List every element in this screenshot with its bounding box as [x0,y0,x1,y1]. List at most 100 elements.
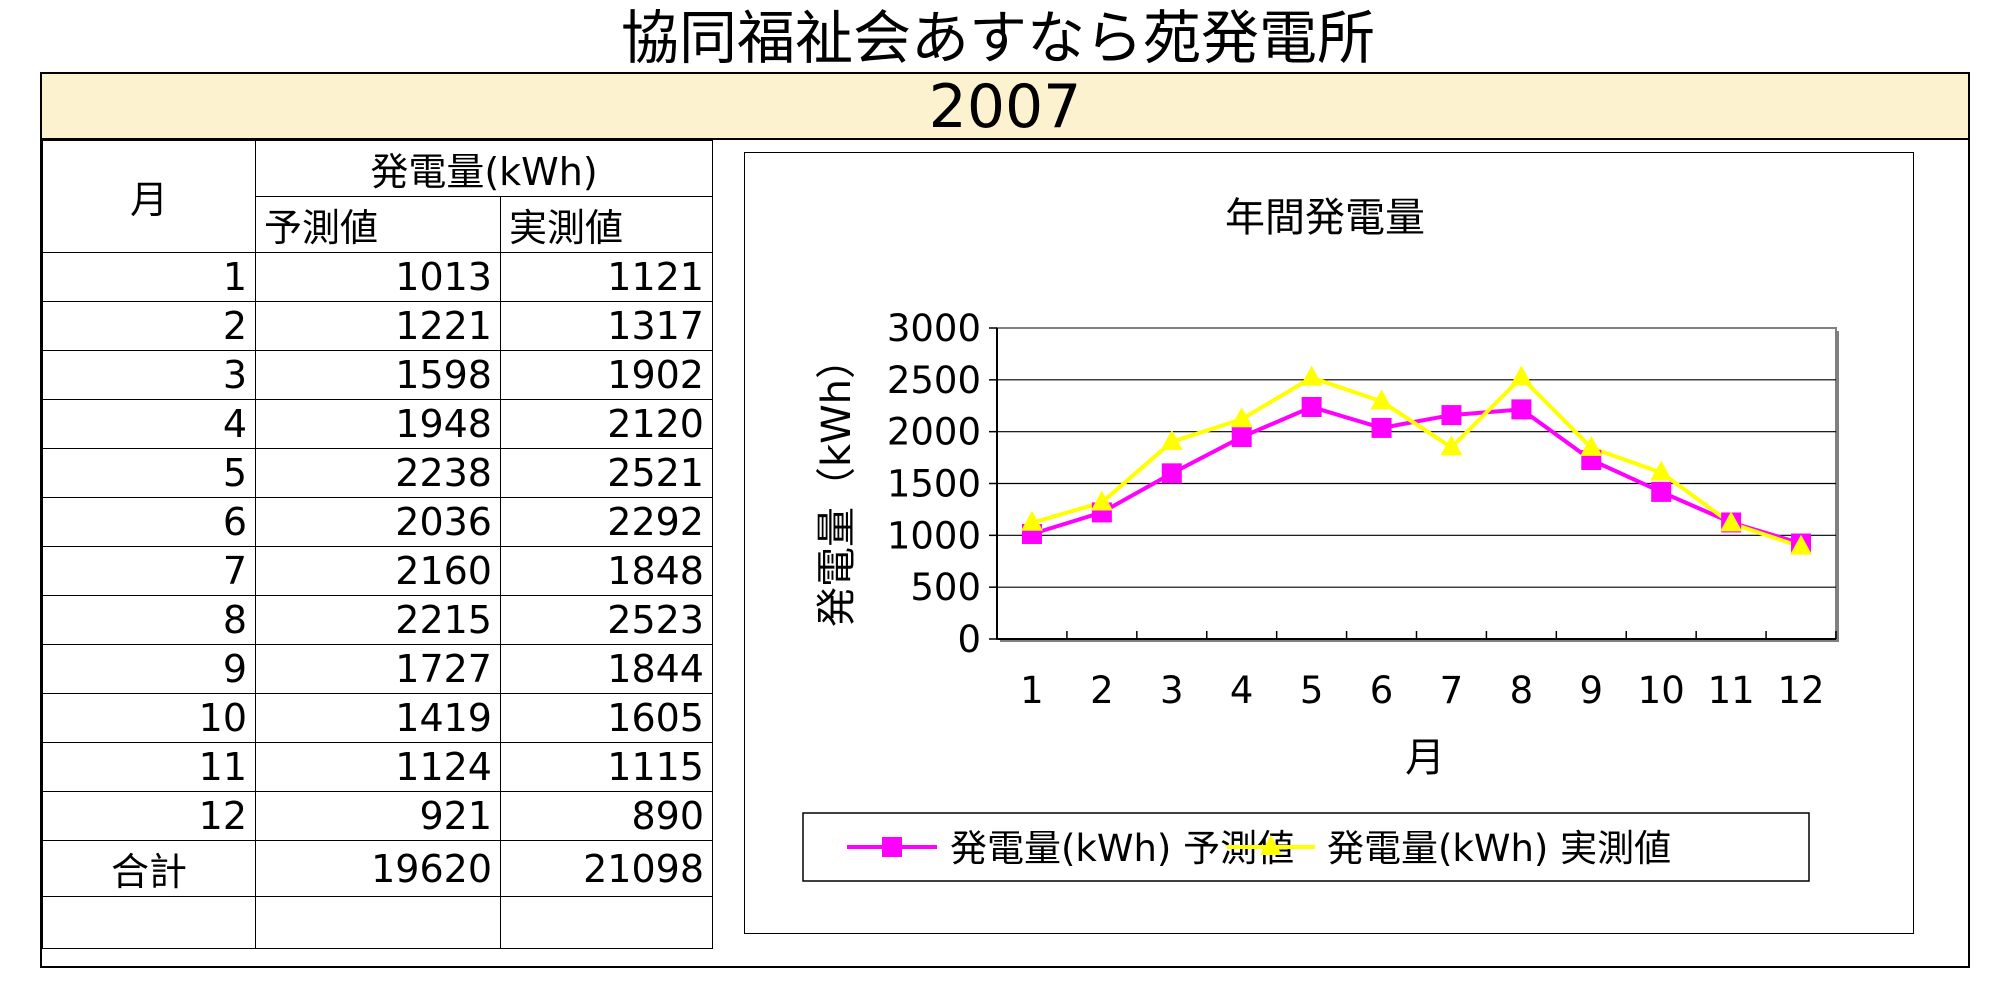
x-tick-label: 1 [1020,669,1044,712]
actual-point [1230,407,1253,428]
actual-cell: 1115 [500,742,713,792]
forecast-cell: 1727 [255,644,501,694]
table-row: 11 1124 1115 [42,742,713,792]
actual-cell: 1844 [500,644,713,694]
legend-actual-marker [1260,835,1282,855]
legend-actual-label: 発電量(kWh) 実測値 [1327,827,1671,870]
actual-cell: 890 [500,791,713,841]
x-axis-label: 月 [1405,735,1445,781]
blank-row [42,896,713,949]
total-label: 合計 [42,840,256,897]
table-row: 12 921 890 [42,791,713,841]
forecast-point [1161,463,1182,484]
table-row: 1 1013 1121 [42,252,713,302]
forecast-cell: 1948 [255,399,501,449]
total-actual: 21098 [500,840,713,897]
forecast-cell: 1124 [255,742,501,792]
header-actual: 実測値 [500,196,713,253]
y-tick-label: 2000 [887,411,981,454]
month-cell: 8 [42,595,256,645]
forecast-cell: 1598 [255,350,501,400]
table-row: 5 2238 2521 [42,448,713,498]
table-row: 3 1598 1902 [42,350,713,400]
total-forecast: 19620 [255,840,501,897]
actual-point [1300,365,1323,386]
blank-cell [500,896,713,949]
actual-point [1790,534,1813,555]
x-tick-label: 5 [1300,669,1324,712]
month-cell: 3 [42,350,256,400]
forecast-cell: 2238 [255,448,501,498]
report-panel: 2007 月 発電量(kWh) 予測値 実測値 1 1013 1121 2 1221 13… [40,72,1970,968]
x-tick-label: 9 [1580,669,1604,712]
y-tick-label: 2500 [887,359,981,402]
month-cell: 6 [42,497,256,547]
year-banner: 2007 [42,74,1968,140]
blank-cell [42,896,256,949]
y-tick-label: 1000 [887,514,981,557]
table-row: 2 1221 1317 [42,301,713,351]
legend-forecast-marker [882,837,902,857]
y-tick-label: 0 [957,618,981,661]
table-row: 7 2160 1848 [42,546,713,596]
x-tick-label: 10 [1638,669,1685,712]
month-cell: 7 [42,546,256,596]
month-cell: 9 [42,644,256,694]
actual-cell: 1902 [500,350,713,400]
actual-cell: 2521 [500,448,713,498]
forecast-point [1651,481,1672,502]
actual-point [1020,510,1043,531]
month-cell: 2 [42,301,256,351]
forecast-cell: 2215 [255,595,501,645]
x-tick-label: 11 [1708,669,1755,712]
actual-cell: 2523 [500,595,713,645]
x-tick-label: 12 [1777,669,1824,712]
x-tick-label: 3 [1160,669,1184,712]
y-tick-label: 3000 [887,307,981,350]
x-tick-label: 4 [1230,669,1254,712]
month-cell: 4 [42,399,256,449]
chart-area: 年間発電量 0 500 1000 1500 2000 2500 3000 1 2 3 4 5 6 7 8 9 10… [744,152,1914,934]
actual-point [1370,389,1393,410]
x-tick-label: 2 [1090,669,1114,712]
forecast-point [1441,405,1462,426]
header-forecast: 予測値 [255,196,501,253]
month-cell: 1 [42,252,256,302]
actual-cell: 2120 [500,399,713,449]
chart-title: 年間発電量 [1225,195,1425,241]
table-row: 4 1948 2120 [42,399,713,449]
total-row: 合計 19620 21098 [42,840,713,897]
month-cell: 12 [42,791,256,841]
table-row: 10 1419 1605 [42,693,713,743]
month-cell: 10 [42,693,256,743]
header-month: 月 [42,140,256,253]
forecast-cell: 1013 [255,252,501,302]
table-row: 8 2215 2523 [42,595,713,645]
x-tick-label: 7 [1440,669,1464,712]
actual-point [1090,490,1113,511]
actual-cell: 1848 [500,546,713,596]
forecast-cell: 1221 [255,301,501,351]
y-tick-label: 1500 [887,463,981,506]
generation-table: 月 発電量(kWh) 予測値 実測値 1 1013 1121 2 1221 1317 3 15… [42,140,713,949]
forecast-point [1371,417,1392,438]
actual-cell: 1317 [500,301,713,351]
header-generation: 発電量(kWh) [255,140,713,197]
actual-point [1580,435,1603,456]
y-axis-label: 発電量（kWh） [814,339,860,627]
y-tick-label: 500 [910,566,981,609]
forecast-line [1031,404,1802,546]
actual-point [1440,435,1463,456]
month-cell: 5 [42,448,256,498]
x-tick-label: 6 [1370,669,1394,712]
actual-point [1160,429,1183,450]
actual-point [1720,511,1743,532]
forecast-cell: 2036 [255,497,501,547]
forecast-cell: 921 [255,791,501,841]
actual-cell: 2292 [500,497,713,547]
actual-cell: 1121 [500,252,713,302]
forecast-point [1511,399,1532,420]
x-tick-label: 8 [1510,669,1534,712]
forecast-point [1231,427,1252,448]
